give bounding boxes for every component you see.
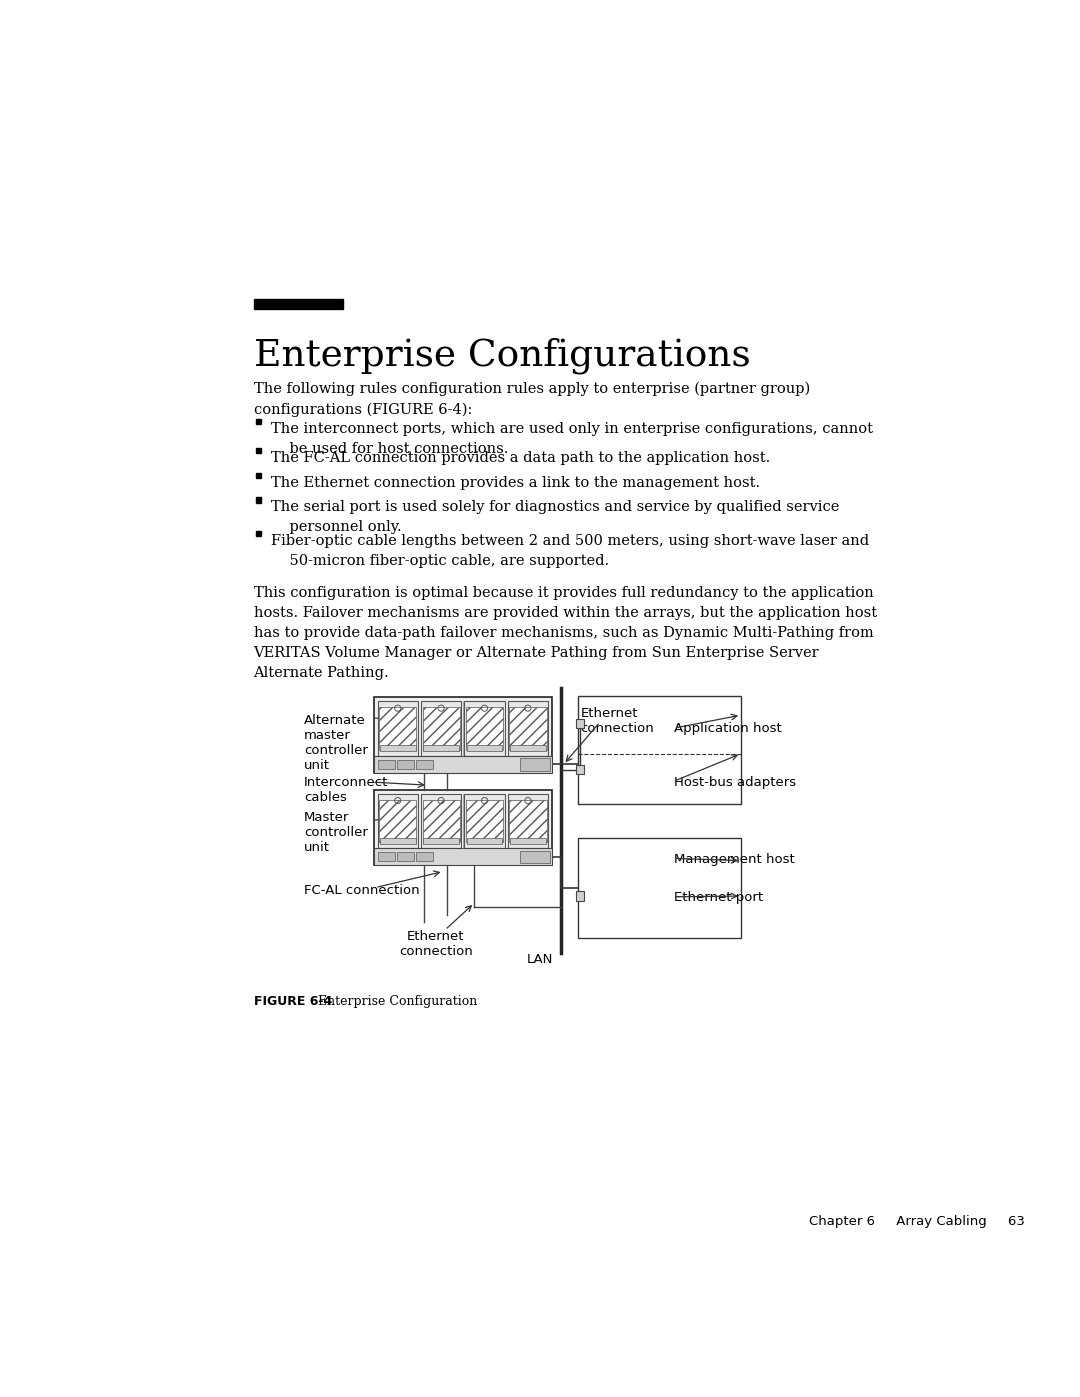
Text: The following rules configuration rules apply to enterprise (partner group)
conf: The following rules configuration rules … [254, 381, 810, 416]
Bar [521, 759, 550, 771]
Text: FC-AL connection: FC-AL connection [303, 884, 419, 897]
Bar [464, 793, 504, 848]
Text: Ethernet
connection: Ethernet connection [581, 707, 654, 735]
Text: This configuration is optimal because it provides full redundancy to the applica: This configuration is optimal because it… [254, 585, 877, 680]
Bar [578, 838, 741, 937]
Text: Chapter 6     Array Cabling     63: Chapter 6 Array Cabling 63 [809, 1215, 1025, 1228]
Bar [576, 766, 583, 774]
Bar [378, 760, 394, 768]
Bar [256, 472, 261, 478]
Bar [508, 701, 548, 756]
Bar [380, 745, 416, 752]
Text: Interconnect
cables: Interconnect cables [303, 775, 389, 803]
Bar [380, 838, 416, 844]
Bar [521, 851, 550, 863]
Text: Fiber-optic cable lengths between 2 and 500 meters, using short-wave laser and
 : Fiber-optic cable lengths between 2 and … [271, 534, 868, 569]
Bar [423, 838, 459, 844]
Text: LAN: LAN [527, 953, 554, 967]
Bar [374, 848, 552, 865]
Bar [397, 852, 414, 862]
Bar [256, 531, 261, 536]
Bar [464, 701, 504, 756]
Text: Ethernet
connection: Ethernet connection [399, 930, 473, 958]
Bar [379, 707, 416, 750]
Bar [465, 707, 503, 750]
Bar [510, 745, 545, 752]
Bar [510, 800, 546, 842]
Bar [378, 852, 394, 862]
Bar [416, 760, 433, 768]
Bar [465, 800, 503, 842]
Text: Management host: Management host [674, 854, 795, 866]
Bar [423, 745, 459, 752]
Bar [379, 800, 416, 842]
Text: The FC-AL connection provides a data path to the application host.: The FC-AL connection provides a data pat… [271, 451, 770, 465]
Bar [416, 852, 433, 862]
Text: FIGURE 6-4: FIGURE 6-4 [254, 996, 332, 1009]
Bar [421, 701, 461, 756]
Bar [397, 760, 414, 768]
Bar [374, 789, 552, 865]
Text: The Ethernet connection provides a link to the management host.: The Ethernet connection provides a link … [271, 475, 759, 489]
Bar [467, 838, 502, 844]
Bar [510, 838, 545, 844]
Bar [576, 719, 583, 728]
Text: Master
controller
unit: Master controller unit [303, 810, 368, 854]
Text: Enterprise Configurations: Enterprise Configurations [254, 337, 751, 373]
Bar [576, 891, 583, 901]
Text: Application host: Application host [674, 722, 781, 735]
Bar [254, 299, 342, 309]
Text: Enterprise Configuration: Enterprise Configuration [307, 996, 477, 1009]
Bar [578, 696, 741, 803]
Bar [467, 745, 502, 752]
Bar [421, 793, 461, 848]
Text: Host-bus adapters: Host-bus adapters [674, 775, 796, 789]
Bar [378, 701, 418, 756]
Text: The interconnect ports, which are used only in enterprise configurations, cannot: The interconnect ports, which are used o… [271, 422, 873, 455]
Text: Alternate
master
controller
unit: Alternate master controller unit [303, 714, 368, 773]
Bar [422, 800, 460, 842]
Bar [508, 793, 548, 848]
Text: The serial port is used solely for diagnostics and service by qualified service
: The serial port is used solely for diagn… [271, 500, 839, 534]
Bar [256, 497, 261, 503]
Text: Ethernet port: Ethernet port [674, 891, 762, 904]
Bar [422, 707, 460, 750]
Bar [256, 419, 261, 425]
Bar [378, 793, 418, 848]
Bar [374, 756, 552, 773]
Bar [374, 697, 552, 773]
Bar [510, 707, 546, 750]
Bar [256, 448, 261, 453]
